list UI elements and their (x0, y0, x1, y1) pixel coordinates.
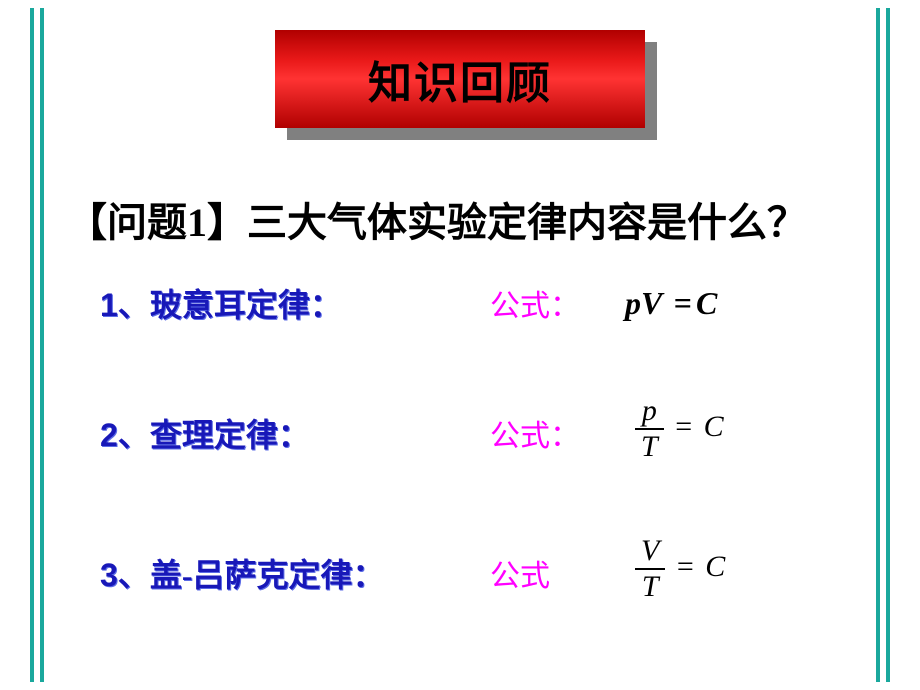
law-1-formula-label: 公式： (490, 281, 580, 325)
law-2-idx: 2 (100, 417, 118, 453)
law-3-frac-num: V (635, 536, 665, 570)
law-2-frac-den: T (635, 430, 664, 462)
law-3-frac-den: T (635, 570, 665, 602)
frame-line-right-outer (886, 8, 890, 682)
law-row-3: 3、盖-吕萨克定律： 3、盖-吕萨克定律： 公式 V T = C (100, 550, 820, 596)
law-2-rhs: C (704, 410, 724, 443)
law-3-formula: V T = C (635, 536, 725, 602)
law-3-rhs: C (705, 550, 725, 583)
law-2-label: 2、查理定律： 2、查理定律： (100, 410, 310, 456)
question-text: 三大气体实验定律内容是什么？ (247, 200, 807, 245)
law-3-formula-label: 公式 (490, 551, 550, 595)
law-2-equals: = (675, 410, 692, 443)
law-3-fraction: V T (635, 536, 665, 602)
law-1-sep: 、 (118, 287, 150, 323)
law-1-idx: 1 (100, 287, 118, 323)
law-3-label-main: 3、盖-吕萨克定律： (100, 550, 384, 596)
law-3-idx: 3 (100, 557, 118, 593)
question-bracket-open: 【 (67, 200, 107, 245)
frame-line-right-inner (876, 8, 880, 682)
question-bracket-close: 】 (207, 200, 247, 245)
law-2-fraction: p T (635, 396, 664, 462)
question-heading: 【问题1】三大气体实验定律内容是什么？ (67, 190, 807, 248)
law-2-formula-label: 公式： (490, 411, 580, 455)
law-2-label-main: 2、查理定律： (100, 410, 310, 456)
law-1-name: 玻意耳定律： (150, 287, 342, 323)
law-row-1: 1、玻意耳定律： 1、玻意耳定律： 公式： pV =C (100, 280, 820, 326)
law-1-label: 1、玻意耳定律： 1、玻意耳定律： (100, 280, 342, 326)
frame-line-left-outer (30, 8, 34, 682)
question-number: 1 (187, 200, 207, 245)
law-2-formula: p T = C (635, 396, 724, 462)
law-2-name: 查理定律： (150, 417, 310, 453)
law-3-sep: 、 (118, 557, 150, 593)
law-1-formula: pV =C (625, 285, 717, 322)
title-text: 知识回顾 (275, 30, 645, 128)
law-2-frac-num: p (635, 396, 664, 430)
law-3-label: 3、盖-吕萨克定律： 3、盖-吕萨克定律： (100, 550, 384, 596)
question-label: 问题 (107, 200, 187, 245)
title-banner: 知识回顾 (275, 30, 645, 128)
law-row-2: 2、查理定律： 2、查理定律： 公式： p T = C (100, 410, 820, 456)
law-3-name: 盖-吕萨克定律： (150, 557, 385, 593)
frame-line-left-inner (40, 8, 44, 682)
law-1-label-main: 1、玻意耳定律： (100, 280, 342, 326)
law-3-equals: = (677, 550, 694, 583)
law-2-sep: 、 (118, 417, 150, 453)
